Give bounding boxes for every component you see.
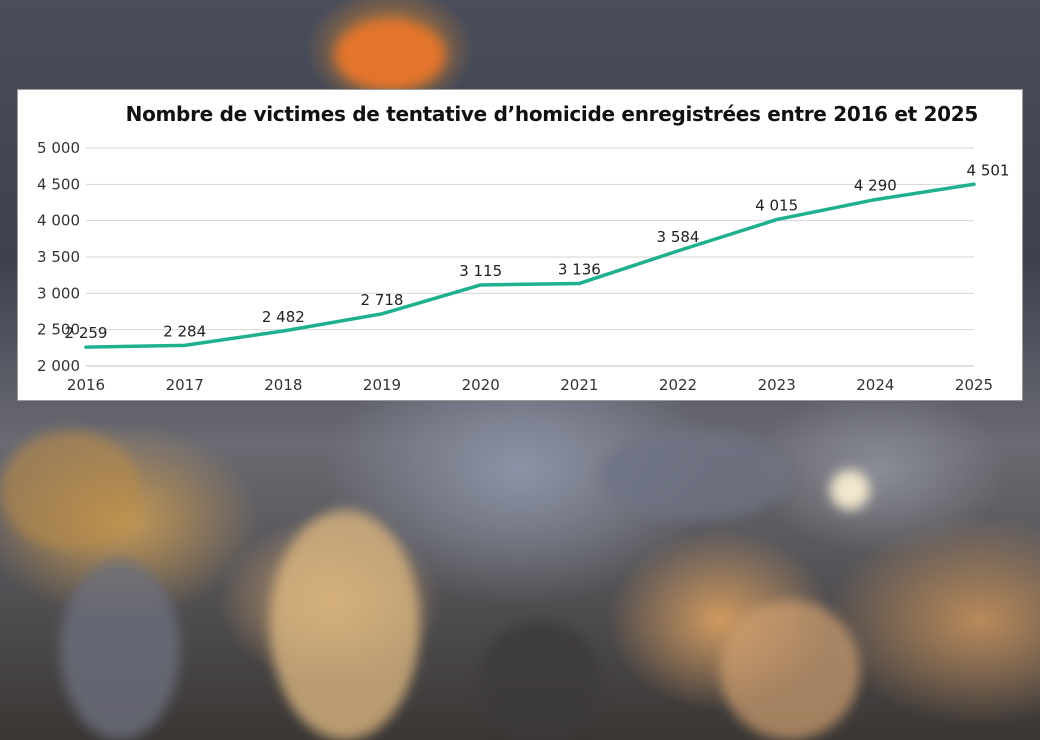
data-labels: 2 259 2 284 2 482 2 718 3 115 3 136 3 584 4 015…: [65, 161, 1010, 342]
y-tick-label: 2 000: [37, 357, 80, 375]
data-label-2016: 2 259: [65, 324, 108, 342]
x-tick-label: 2025: [955, 376, 993, 394]
y-tick-label: 3 500: [37, 248, 80, 266]
x-tick-label: 2023: [758, 376, 796, 394]
chart-title: Nombre de victimes de tentative d’homici…: [125, 102, 979, 126]
data-label-2023: 4 015: [755, 197, 798, 215]
y-axis-tick-labels: 2 000 2 500 3 000 3 500 4 000 4 500 5 000: [37, 139, 80, 375]
x-tick-label: 2020: [462, 376, 500, 394]
line-chart: 2 000 2 500 3 000 3 500 4 000 4 500 5 000 2016…: [37, 139, 1010, 394]
data-label-2021: 3 136: [558, 260, 601, 278]
x-tick-label: 2018: [264, 376, 302, 394]
series-polyline: [84, 182, 976, 349]
x-tick-label: 2016: [67, 376, 105, 394]
y-tick-label: 2 500: [37, 321, 80, 339]
data-label-2025: 4 501: [967, 161, 1010, 179]
data-label-2022: 3 584: [657, 228, 700, 246]
x-tick-label: 2024: [856, 376, 894, 394]
data-label-2018: 2 482: [262, 308, 305, 326]
y-tick-label: 4 000: [37, 212, 80, 230]
y-tick-label: 3 000: [37, 284, 80, 302]
x-tick-label: 2022: [659, 376, 697, 394]
chart-card: 2 000 2 500 3 000 3 500 4 000 4 500 5 000 2016…: [17, 89, 1023, 401]
x-tick-label: 2019: [363, 376, 401, 394]
data-label-2017: 2 284: [163, 322, 206, 340]
series-line: [84, 182, 976, 349]
data-label-2024: 4 290: [854, 177, 897, 195]
x-axis-tick-labels: 2016 2017 2018 2019 2020 2021 2022 2023 2024 2025: [67, 376, 993, 394]
x-tick-label: 2017: [166, 376, 204, 394]
y-tick-label: 5 000: [37, 139, 80, 157]
grid-lines: [86, 147, 974, 367]
x-tick-label: 2021: [560, 376, 598, 394]
data-label-2020: 3 115: [459, 262, 502, 280]
data-label-2019: 2 718: [361, 291, 404, 309]
y-tick-label: 4 500: [37, 175, 80, 193]
